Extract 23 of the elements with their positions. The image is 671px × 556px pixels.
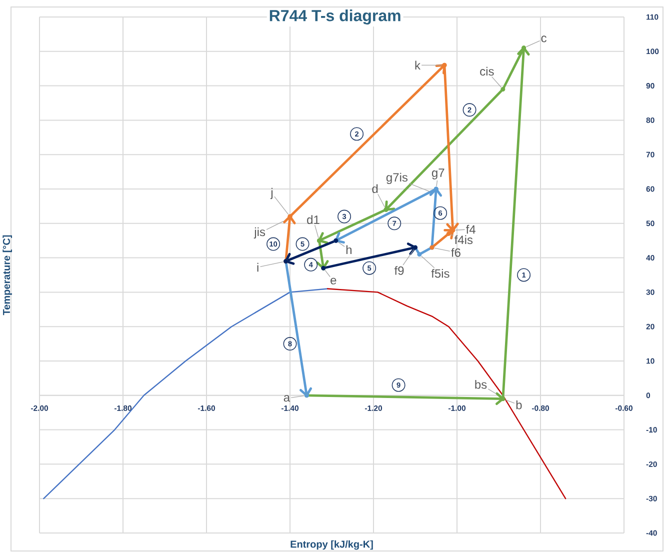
annotation: f9 bbox=[394, 266, 404, 275]
annotation: f4is bbox=[454, 235, 473, 244]
annotation: c bbox=[541, 36, 546, 42]
annotation: g7 bbox=[432, 168, 444, 180]
annotation: g7is bbox=[386, 172, 408, 184]
annotation: h bbox=[346, 245, 352, 254]
annotation: cis bbox=[480, 66, 494, 76]
annotation: e bbox=[330, 278, 336, 284]
annotation: f5is bbox=[431, 268, 450, 278]
annotation: j bbox=[270, 188, 273, 200]
annotation: a bbox=[284, 395, 290, 402]
x-axis-title: Entropy [kJ/kg-K] bbox=[290, 540, 373, 550]
annotation: i bbox=[257, 262, 258, 272]
y-axis-title: Temperature [°C] bbox=[2, 235, 12, 316]
chart-title: R744 T-s diagram bbox=[270, 10, 400, 24]
annotation: jis bbox=[254, 227, 266, 239]
annotation: bs bbox=[475, 380, 487, 389]
annotation: d bbox=[372, 184, 378, 194]
annotation: d1 bbox=[307, 215, 320, 224]
annotation: b bbox=[516, 400, 522, 410]
annotation: k bbox=[415, 60, 420, 70]
annotation: f6 bbox=[451, 248, 460, 257]
annotation: f4 bbox=[466, 224, 476, 234]
